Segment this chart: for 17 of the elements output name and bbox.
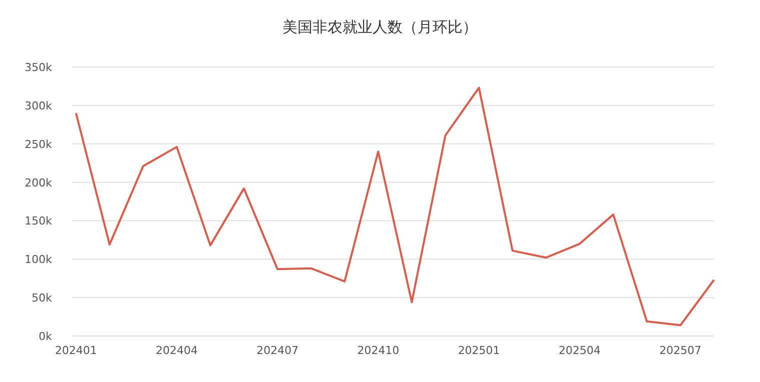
y-tick-label: 150k — [24, 214, 53, 228]
y-tick-label: 100k — [24, 253, 53, 266]
y-tick-label: 50k — [32, 292, 53, 305]
x-tick-label: 202410 — [357, 344, 400, 357]
y-tick-label: 350k — [24, 61, 53, 74]
x-tick-label: 202504 — [558, 344, 601, 357]
y-tick-label: 300k — [24, 99, 53, 112]
x-tick-label: 202407 — [256, 344, 298, 357]
x-tick-label: 202404 — [156, 344, 198, 357]
y-tick-label: 200k — [24, 176, 53, 190]
y-tick-label: 250k — [24, 138, 53, 151]
x-tick-label: 202501 — [458, 344, 500, 357]
x-tick-label: 202401 — [55, 344, 97, 357]
chart-title: 美国非农就业人数（月环比） — [282, 18, 478, 36]
line-series — [75, 86, 715, 326]
y-tick-label: 0k — [38, 330, 53, 343]
x-tick-label: 202507 — [659, 344, 702, 357]
